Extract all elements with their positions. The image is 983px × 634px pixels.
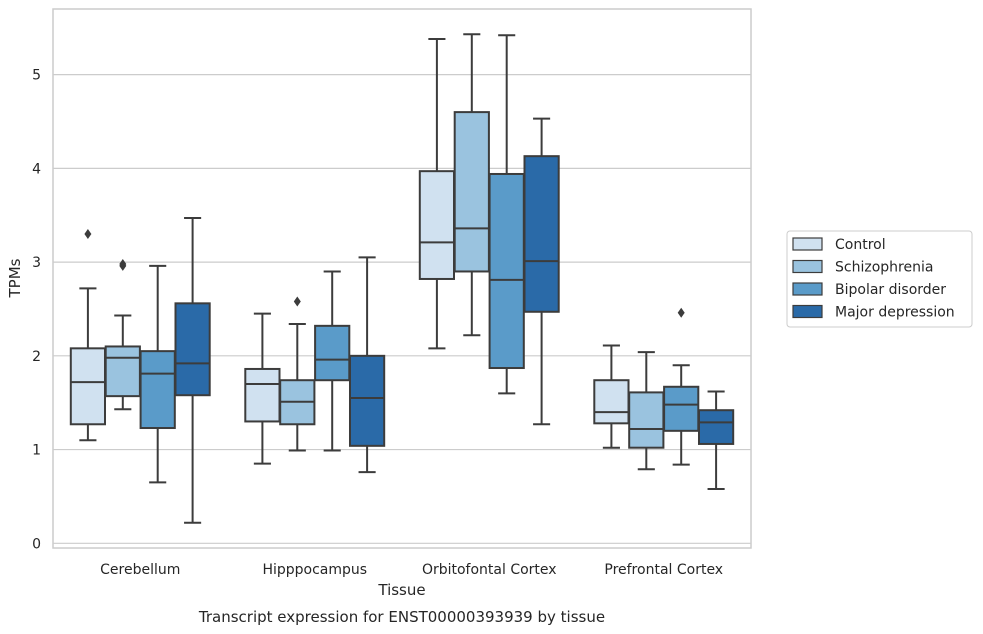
box-2-3 — [523, 117, 560, 426]
chart-caption: Transcript expression for ENST0000039393… — [198, 608, 605, 626]
box-body — [523, 155, 560, 313]
legend-label: Schizophrenia — [835, 260, 933, 276]
box-body — [69, 347, 107, 426]
box-3-0 — [593, 344, 630, 449]
y-tick-label: 5 — [32, 68, 41, 84]
box-2-0 — [418, 37, 456, 350]
x-axis-title: Tissue — [377, 581, 425, 599]
box-body — [628, 391, 665, 449]
legend-label: Bipolar disorder — [835, 282, 946, 298]
box-body — [418, 170, 456, 280]
box-1-1 — [279, 296, 316, 452]
x-tick-label: Cerebellum — [100, 562, 180, 578]
box-body — [453, 111, 490, 273]
box-3-1 — [628, 351, 665, 471]
legend-swatch — [792, 282, 823, 296]
legend: Control Schizophrenia Bipolar disorder Majo… — [786, 230, 973, 328]
box-body — [663, 385, 700, 432]
box-body — [488, 172, 525, 370]
box-0-0 — [69, 228, 107, 442]
y-tick-label: 4 — [32, 161, 41, 177]
legend-swatch — [792, 259, 823, 274]
plot-frame — [52, 8, 752, 549]
y-axis-title: TPMs — [6, 258, 24, 298]
outlier-point — [293, 296, 301, 307]
legend-swatch — [792, 304, 823, 319]
x-tick-label: Prefrontal Cortex — [604, 562, 723, 578]
y-tick-label: 2 — [32, 349, 41, 365]
box-body — [348, 354, 386, 447]
box-0-1 — [104, 258, 141, 411]
x-tick-labels: Cerebellum Hipppocampus Orbitofontal Corte… — [100, 562, 723, 578]
box-1-2 — [314, 270, 351, 452]
legend-label: Control — [835, 237, 886, 253]
x-tick-label: Hipppocampus — [262, 562, 367, 578]
legend-swatch — [792, 237, 823, 251]
outlier-point — [84, 228, 92, 239]
y-tick-label: 0 — [32, 536, 41, 552]
box-1-3 — [348, 256, 386, 474]
box-2-2 — [488, 34, 525, 395]
box-1-0 — [244, 312, 281, 465]
outlier-point — [119, 258, 127, 269]
x-tick-label: Orbitofontal Cortex — [422, 562, 557, 578]
box-body — [139, 350, 176, 430]
legend-label: Major depression — [835, 305, 955, 321]
legend-frame — [786, 230, 973, 328]
box-body — [244, 367, 281, 423]
box-body — [174, 302, 211, 397]
y-tick-label: 1 — [32, 443, 41, 459]
boxes-layer — [69, 33, 735, 524]
box-body — [104, 345, 141, 398]
box-body — [314, 324, 351, 382]
y-tick-label: 3 — [32, 255, 41, 271]
box-body — [697, 409, 735, 445]
box-0-3 — [174, 217, 211, 524]
y-tick-labels: 0 1 2 3 4 5 — [32, 68, 41, 553]
box-3-2 — [663, 307, 700, 466]
box-2-1 — [453, 33, 490, 337]
box-body — [593, 379, 630, 425]
box-3-3 — [697, 390, 735, 490]
outlier-point — [677, 307, 685, 318]
